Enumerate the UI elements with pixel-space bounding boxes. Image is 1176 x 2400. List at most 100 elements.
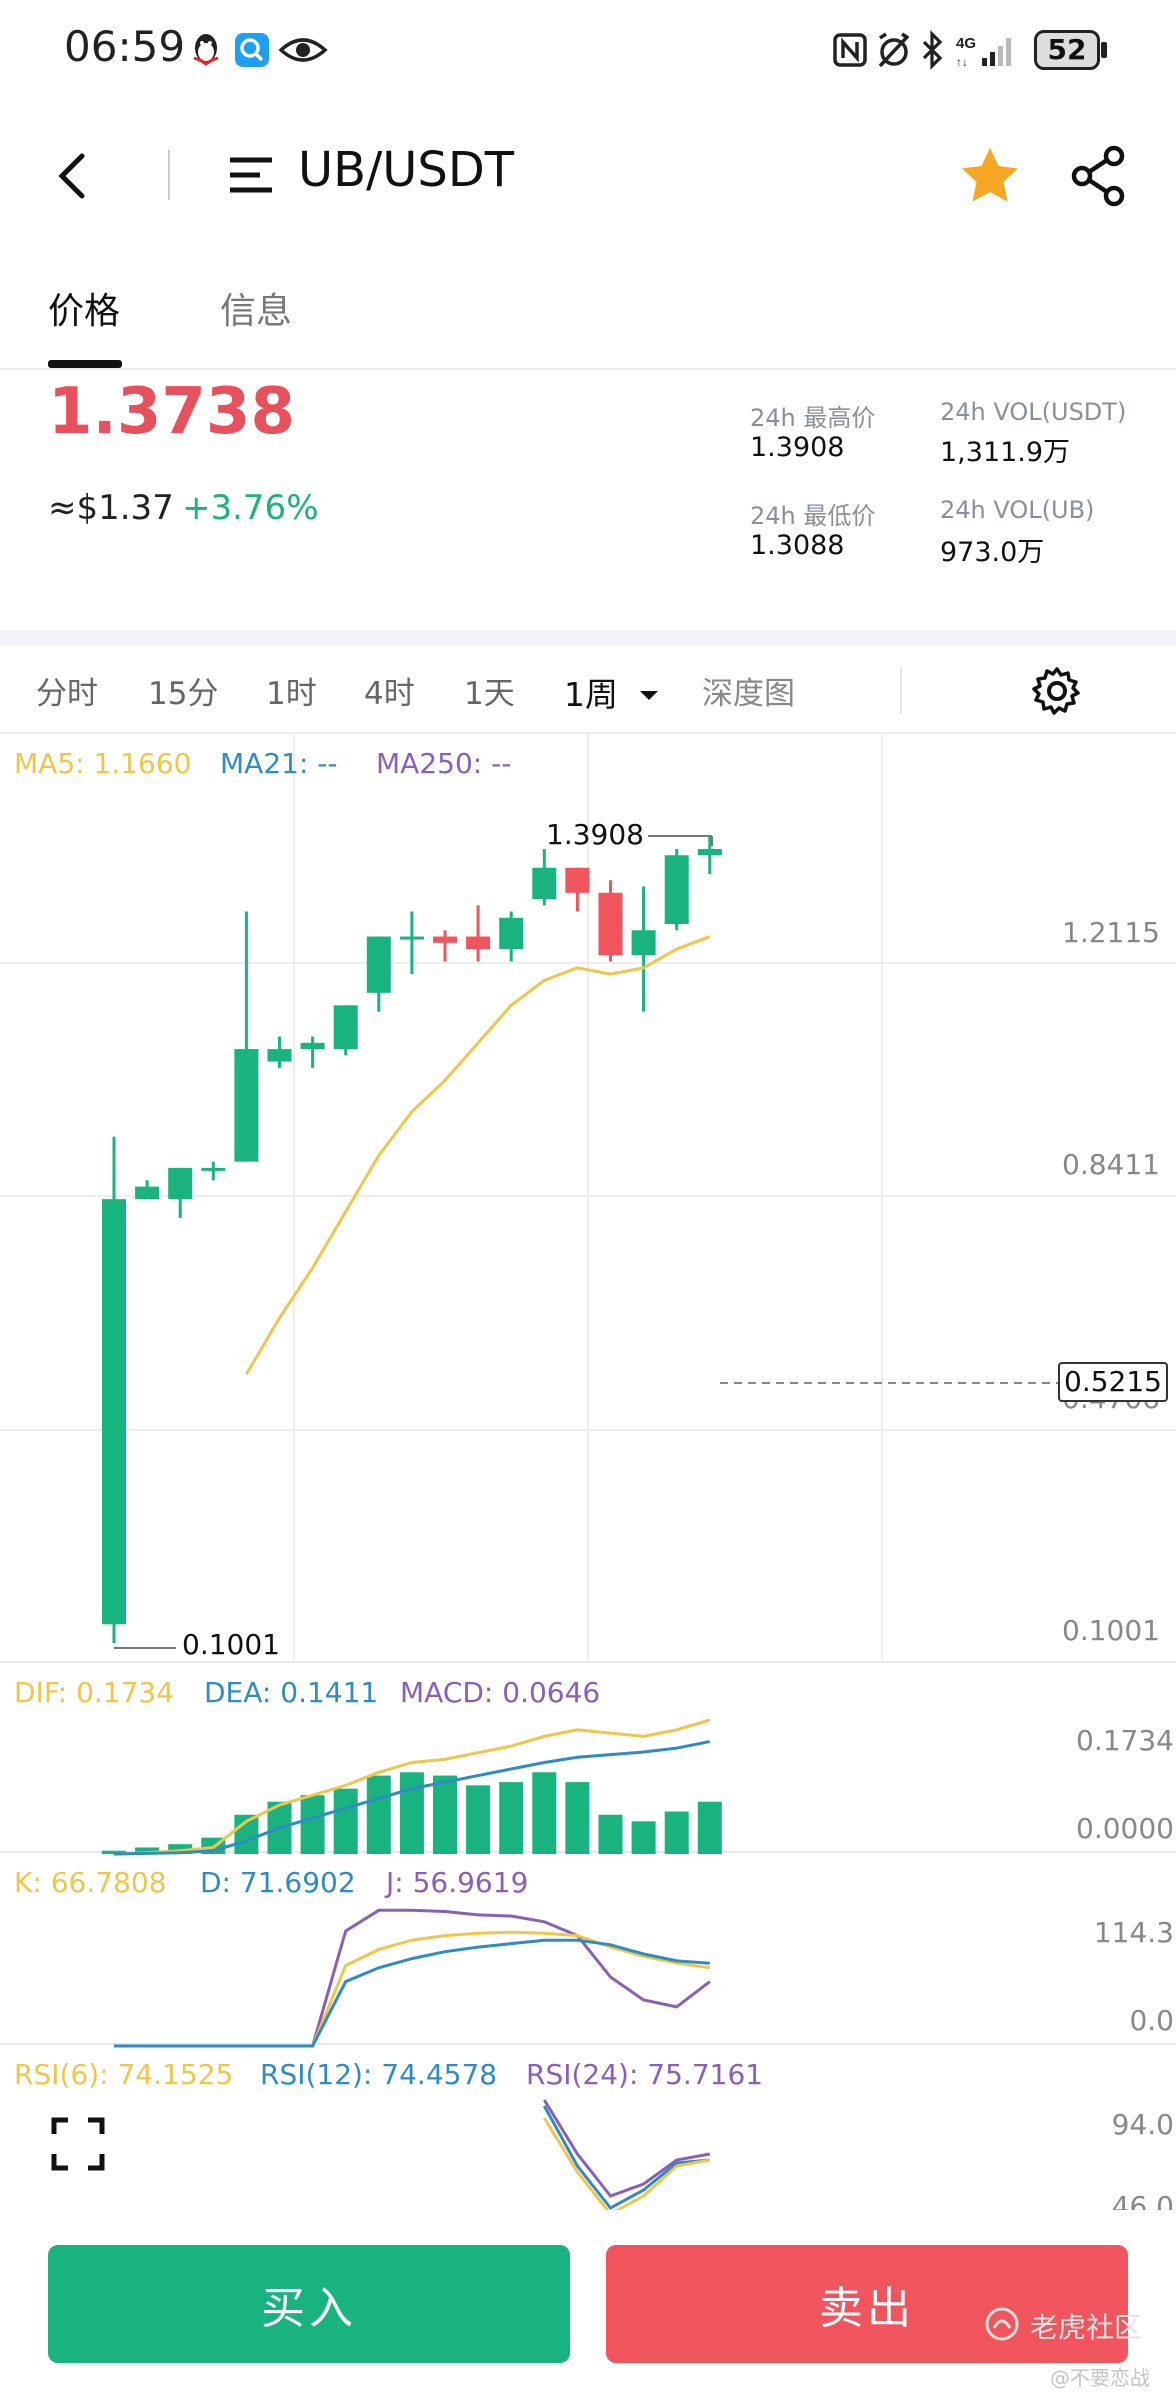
rsi6-label: RSI(6): 74.1525 [14, 2058, 234, 2091]
interval-1w[interactable]: 1周 [564, 675, 618, 714]
macd-bar [664, 1811, 689, 1854]
interval-15m[interactable]: 15分 [148, 676, 219, 712]
rsi12-line [542, 2105, 710, 2210]
svg-text:↑↓: ↑↓ [956, 55, 968, 69]
candle-body [697, 849, 722, 856]
candle-body [333, 1005, 358, 1050]
j-label: J: 56.9619 [386, 1866, 529, 1899]
d-label: D: 71.6902 [200, 1866, 356, 1899]
macd-bar [135, 1847, 160, 1854]
svg-text:4G: 4G [956, 35, 976, 52]
ma5-label: MA5: 1.1660 [14, 747, 192, 780]
vol-usdt-label: 24h VOL(USDT) [940, 398, 1127, 426]
axis-macd-2: 0.0000 [1076, 1812, 1174, 1845]
vol-ub-value: 973.0万 [940, 537, 1045, 568]
macd-bar [102, 1850, 126, 1854]
usd-price: ≈$1.37 [48, 488, 174, 528]
candle-body [399, 936, 424, 940]
status-time: 06:59 [64, 22, 186, 71]
d-line [114, 1938, 710, 2048]
rsi6-line [543, 2117, 711, 2210]
low-value: 1.3088 [750, 530, 845, 561]
dif-line [113, 1718, 711, 1856]
interval-divider [900, 668, 902, 714]
chevron-down-icon[interactable] [638, 688, 660, 702]
macd-bar [532, 1772, 557, 1854]
alarm-off-icon [874, 30, 914, 70]
ma5-line [245, 935, 711, 1375]
vol-usdt-value: 1,311.9万 [940, 437, 1071, 468]
candle-body [598, 892, 623, 956]
macd-bar [168, 1844, 193, 1854]
buy-button[interactable]: 买入 [48, 2245, 570, 2363]
min-price-label: 0.1001 [182, 1628, 280, 1661]
interval-timeshare[interactable]: 分时 [36, 676, 98, 712]
macd-bar [399, 1772, 424, 1854]
tab-price[interactable]: 价格 [48, 291, 121, 332]
signal-icon: 4G ↑↓ [954, 30, 1024, 70]
action-bar: 买入 卖出 老虎社区 @不要恋战 [0, 2210, 1176, 2400]
current-price-tag: 0.5215 [1058, 1362, 1168, 1402]
candle-body [532, 867, 557, 900]
macd-bar [631, 1821, 656, 1854]
interval-1d[interactable]: 1天 [464, 676, 515, 712]
max-price-label: 1.3908 [546, 818, 644, 851]
interval-1h[interactable]: 1时 [266, 676, 317, 712]
macd-bar [433, 1775, 457, 1854]
gear-icon[interactable] [1030, 664, 1084, 718]
share-icon[interactable] [1068, 144, 1132, 208]
interval-4h[interactable]: 4时 [364, 676, 415, 712]
back-button[interactable] [48, 146, 98, 206]
tab-info[interactable]: 信息 [220, 291, 293, 332]
k-line [114, 1930, 711, 2048]
candle-body [433, 936, 457, 943]
candle-body [664, 855, 689, 925]
candle-body [300, 1042, 325, 1050]
watermark-brand: 老虎社区 [1030, 2311, 1143, 2344]
last-price: 1.3738 [48, 375, 295, 449]
tiger-logo-icon [984, 2306, 1020, 2342]
nfc-icon [830, 30, 870, 70]
macd-bar [697, 1801, 722, 1854]
axis-macd-1: 0.1734 [1076, 1724, 1174, 1757]
candle-body [366, 936, 391, 993]
macd-bar [366, 1775, 391, 1854]
j-line [114, 1908, 711, 2048]
kline-chart[interactable] [0, 734, 1176, 2210]
vol-ub-label: 24h VOL(UB) [940, 496, 1095, 524]
qq-icon [186, 30, 226, 70]
ma21-label: MA21: -- [220, 747, 338, 780]
rsi12-label: RSI(12): 74.4578 [260, 2058, 498, 2091]
fullscreen-icon[interactable] [50, 2116, 106, 2172]
dif-label: DIF: 0.1734 [14, 1676, 175, 1709]
ma250-label: MA250: -- [376, 747, 512, 780]
axis-main-4: 0.1001 [1062, 1614, 1160, 1647]
high-value: 1.3908 [750, 432, 845, 463]
macd-bar [499, 1782, 524, 1854]
candle-body [201, 1167, 226, 1171]
header: UB/USDT [0, 120, 1176, 230]
macd-bar [598, 1814, 623, 1854]
candle-body [499, 917, 524, 950]
dea-label: DEA: 0.1411 [204, 1676, 379, 1709]
section-separator [0, 630, 1176, 646]
pair-title[interactable]: UB/USDT [298, 142, 515, 198]
menu-icon[interactable] [226, 152, 276, 198]
sell-button[interactable]: 卖出 [606, 2245, 1128, 2363]
low-label: 24h 最低价 [750, 502, 876, 530]
header-divider [168, 150, 170, 200]
axis-rsi-1: 94.0 [1111, 2108, 1174, 2141]
interval-depth[interactable]: 深度图 [702, 676, 795, 712]
macd-bar [300, 1795, 325, 1854]
candle-body [234, 1049, 259, 1162]
rsi24-line [543, 2099, 711, 2198]
candle-body [168, 1167, 193, 1200]
tab-indicator [48, 360, 122, 368]
axis-main-2: 0.8411 [1062, 1148, 1160, 1181]
high-label: 24h 最高价 [750, 404, 876, 432]
star-icon[interactable] [958, 144, 1022, 208]
macd-bar [466, 1785, 491, 1854]
tab-bar: 价格 信息 [0, 270, 1176, 370]
dea-line [113, 1740, 711, 1856]
price-change: +3.76% [182, 488, 319, 528]
